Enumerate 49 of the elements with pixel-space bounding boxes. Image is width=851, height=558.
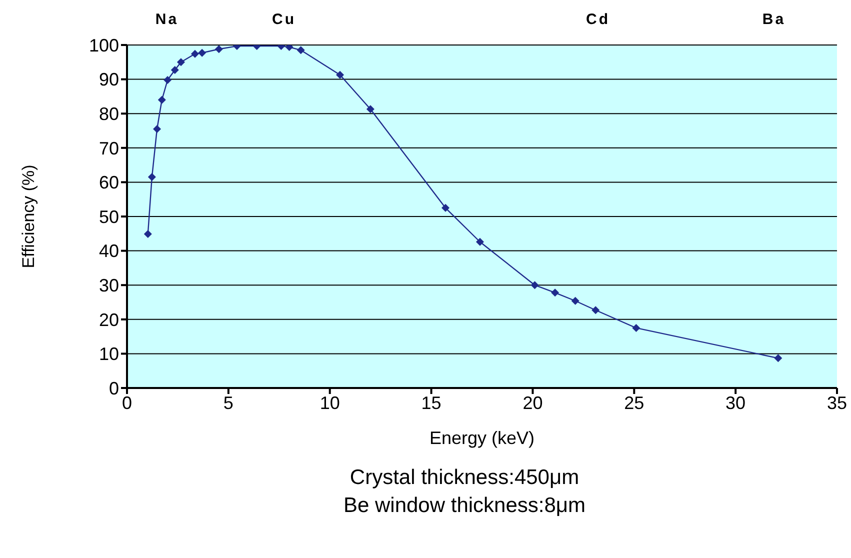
text: Crystal thickness:450μm — [348, 465, 580, 491]
point — [530, 281, 539, 290]
point — [153, 125, 162, 134]
point — [441, 204, 450, 212]
point — [158, 96, 166, 104]
y-tick-label: 80 — [98, 104, 119, 124]
y-axis-title: Efficiency (%) — [19, 164, 38, 268]
y-tick-label: 30 — [98, 275, 119, 296]
y-tick-label: 50 — [98, 206, 119, 227]
point — [285, 45, 294, 52]
point — [336, 70, 344, 79]
x-tick-label: 5 — [223, 392, 234, 413]
y-tick-label: 0 — [108, 378, 119, 398]
y-tick-label: 10 — [98, 344, 119, 364]
point — [592, 306, 600, 314]
x-tick-label: 25 — [624, 392, 644, 413]
point — [144, 230, 152, 238]
y-tick-label: 70 — [98, 138, 119, 158]
x-axis-title: Energy (keV) — [429, 428, 535, 448]
x-tick-label: 30 — [726, 392, 746, 413]
y-tick-label: 100 — [88, 35, 119, 56]
point — [774, 354, 782, 362]
text: Be window thickness:8μm — [342, 493, 587, 519]
x-tick-label: 15 — [421, 392, 442, 413]
point — [214, 45, 223, 54]
x-tick-label: 10 — [320, 392, 340, 413]
point — [190, 50, 199, 58]
point — [296, 46, 305, 54]
point — [551, 288, 560, 297]
point — [366, 105, 374, 114]
point — [170, 66, 179, 74]
text: Cd — [586, 11, 610, 28]
x-tick-label: 35 — [826, 392, 848, 413]
point — [571, 296, 580, 305]
y-tick-label: 40 — [98, 241, 119, 262]
point — [148, 173, 156, 182]
x-tick-label: 0 — [122, 392, 132, 413]
text: Na — [155, 11, 179, 28]
text: Ba — [762, 11, 786, 28]
point — [632, 324, 640, 332]
point — [176, 58, 185, 66]
point — [198, 48, 206, 57]
y-tick-label: 60 — [98, 172, 119, 193]
y-tick-label: 90 — [98, 70, 119, 90]
point — [476, 238, 484, 246]
point — [164, 76, 172, 84]
x-tick-label: 20 — [522, 392, 543, 413]
text: Cu — [272, 11, 296, 28]
y-tick-label: 20 — [98, 310, 119, 330]
